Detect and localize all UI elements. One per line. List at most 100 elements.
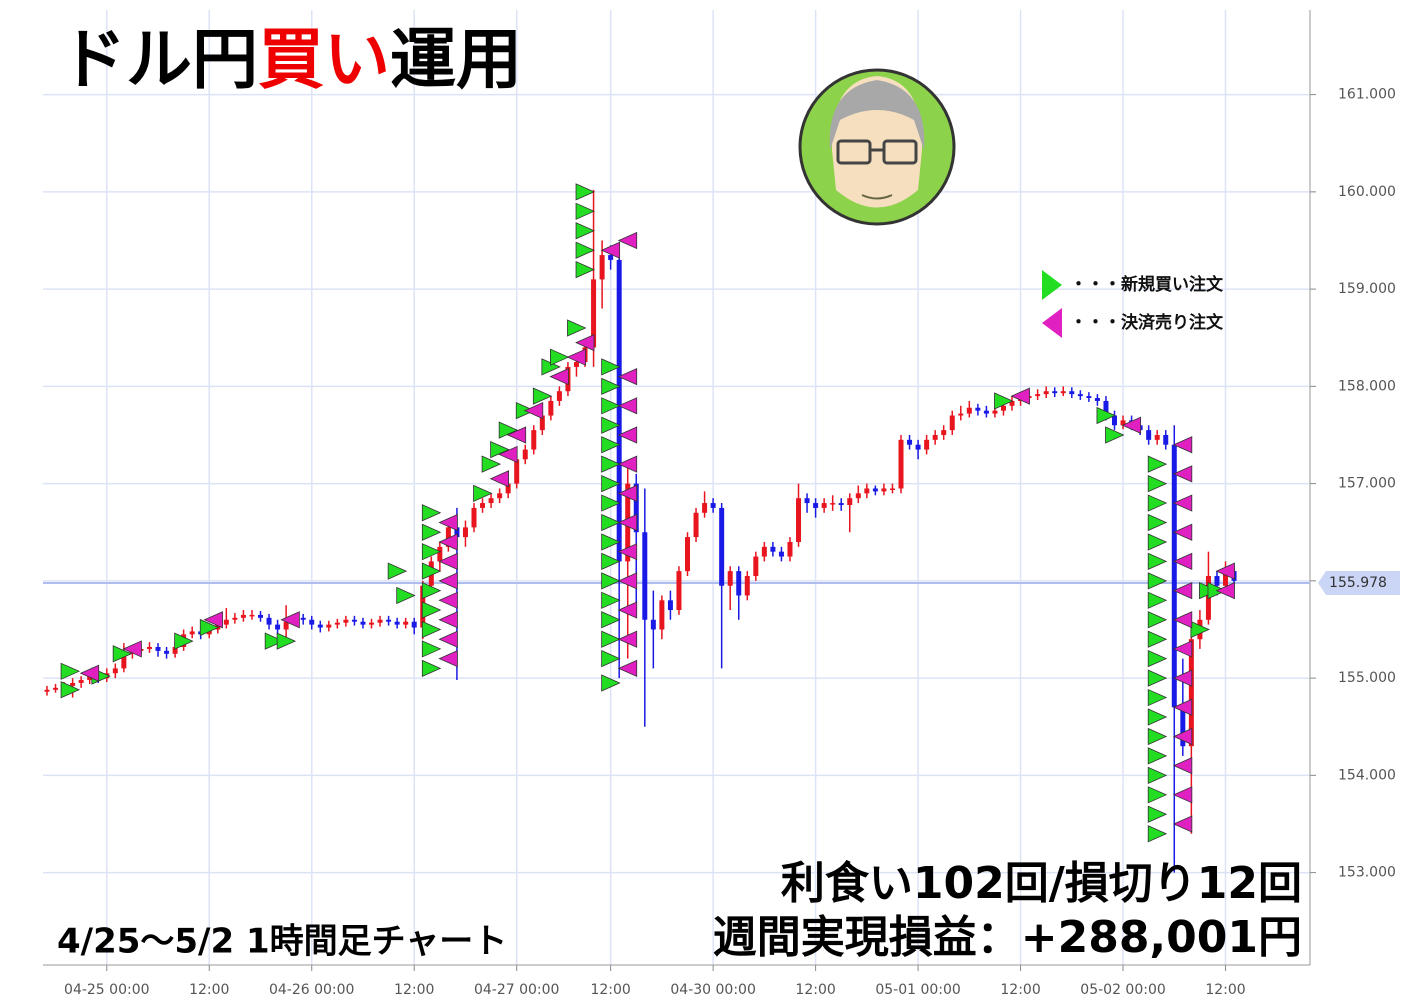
buy-order-marker: [601, 552, 621, 571]
candle-body: [881, 488, 887, 492]
candle-body: [719, 507, 725, 586]
candle-body: [1223, 571, 1229, 586]
candle-body: [573, 362, 579, 367]
buy-order-marker: [601, 630, 621, 648]
candle-body: [223, 619, 229, 625]
candle-body: [87, 676, 93, 681]
buy-order-marker: [174, 632, 194, 650]
buy-order-marker: [601, 377, 621, 395]
legend-label: ・・・決済売り注文: [1070, 312, 1224, 333]
sell-order-marker: [1172, 552, 1193, 571]
sell-order-marker: [280, 611, 300, 629]
candle-body: [1154, 434, 1160, 440]
buy-order-marker: [1147, 474, 1168, 493]
buy-order-marker: [601, 533, 621, 551]
candle-body: [983, 410, 989, 414]
buy-order-marker: [1147, 669, 1168, 687]
buy-order-marker: [421, 523, 442, 541]
candle-body: [847, 498, 853, 506]
candle-body: [770, 546, 776, 552]
candle-body: [693, 512, 699, 538]
sell-order-marker: [549, 368, 569, 386]
buy-order-marker: [421, 620, 442, 639]
buy-order-marker: [1147, 591, 1168, 609]
candle-body: [283, 621, 289, 630]
buy-order-marker: [575, 202, 596, 220]
candle-body: [838, 503, 844, 506]
candle-body: [642, 532, 648, 620]
candle-body: [855, 493, 861, 499]
candle-body: [830, 503, 836, 505]
sell-order-marker: [1172, 523, 1193, 541]
candle-body: [360, 621, 366, 625]
buy-order-marker: [60, 681, 81, 699]
candle-body: [522, 449, 528, 460]
buy-order-marker: [601, 474, 621, 493]
candle-body: [232, 617, 238, 620]
y-tick-label: 160.000: [1338, 184, 1396, 200]
candle-body: [676, 571, 682, 611]
candle-body: [480, 503, 486, 508]
candle-body: [1120, 420, 1126, 426]
sell-order-marker: [79, 664, 100, 682]
buy-order-marker: [1147, 727, 1168, 746]
candle-body: [78, 680, 84, 683]
candle-body: [787, 541, 793, 557]
candle-body: [761, 546, 767, 557]
candle-body: [1180, 707, 1186, 747]
candle-body: [258, 614, 263, 618]
candle-body: [1077, 394, 1083, 397]
candle-body: [727, 571, 733, 586]
sell-order-marker: [438, 650, 458, 668]
candle-body: [796, 498, 802, 542]
buy-order-marker: [1147, 572, 1168, 590]
buy-order-marker: [276, 632, 297, 650]
candle-body: [112, 668, 118, 674]
candle-body: [556, 391, 562, 401]
candle-body: [975, 407, 981, 411]
candle-body: [813, 503, 819, 508]
sell-order-marker: [617, 426, 638, 444]
candle-body: [172, 646, 178, 654]
buy-order-marker: [387, 562, 408, 580]
avatar: [798, 68, 956, 226]
candle-body: [488, 498, 494, 504]
buy-order-marker: [421, 601, 442, 619]
buy-order-marker: [421, 659, 442, 678]
candle-body: [240, 614, 246, 618]
buy-order-marker: [601, 650, 621, 668]
candle-body: [275, 624, 281, 630]
buy-order-marker: [601, 494, 621, 512]
sell-order-marker: [600, 241, 621, 259]
candle-body: [164, 650, 170, 654]
sell-order-marker: [1172, 640, 1193, 658]
candle-body: [445, 527, 451, 547]
candle-body: [753, 556, 759, 576]
buy-order-marker: [601, 397, 621, 415]
x-tick-label: 12:00: [1205, 982, 1245, 998]
buy-order-marker: [601, 455, 621, 473]
sell-order-marker: [566, 348, 586, 366]
sell-order-marker: [617, 368, 638, 386]
buy-order-marker: [199, 618, 220, 637]
sell-order-marker: [1172, 611, 1193, 629]
candle-body: [821, 503, 827, 508]
candle-body: [1086, 396, 1092, 399]
candle-body: [1103, 400, 1109, 416]
title-part: 運用: [390, 21, 522, 98]
legend-marker: [1042, 308, 1062, 338]
buy-order-marker: [601, 611, 621, 629]
candle-body: [505, 483, 511, 494]
x-tick-label: 04-26 00:00: [269, 982, 354, 998]
x-tick-label: 04-30 00:00: [670, 982, 755, 998]
sell-order-marker: [438, 533, 458, 551]
candle-body: [907, 439, 913, 445]
sell-order-marker: [438, 513, 458, 532]
candle-body: [659, 600, 665, 630]
buy-order-marker: [1147, 805, 1168, 823]
buy-order-marker: [421, 504, 442, 522]
candle-body: [804, 498, 810, 504]
candle-body: [394, 621, 400, 625]
candle-body: [1035, 394, 1041, 397]
buy-order-marker: [1147, 552, 1168, 571]
